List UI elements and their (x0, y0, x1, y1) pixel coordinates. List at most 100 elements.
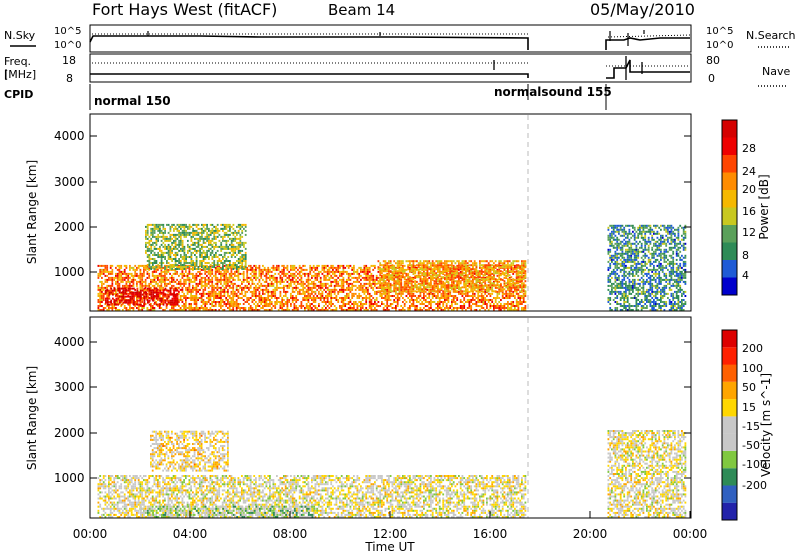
range-gate-cell (227, 303, 229, 305)
range-gate-cell (160, 260, 163, 262)
range-gate-cell (201, 251, 203, 254)
range-gate-cell (318, 286, 320, 289)
range-gate-cell (412, 264, 415, 267)
range-gate-cell (508, 307, 511, 309)
range-gate-cell (187, 231, 189, 234)
range-gate-cell (174, 247, 177, 250)
range-gate-cell (277, 309, 280, 311)
range-gate-cell (176, 286, 178, 289)
range-gate-cell (216, 249, 219, 252)
range-gate-cell (444, 268, 446, 271)
range-gate-cell (423, 284, 425, 287)
range-gate-cell (319, 292, 322, 295)
range-gate-cell (137, 274, 140, 277)
range-gate-cell (255, 288, 257, 291)
range-gate-cell (187, 243, 189, 246)
range-gate-cell (302, 284, 305, 287)
range-gate-cell (143, 303, 146, 306)
range-gate-cell (403, 268, 406, 271)
range-gate-cell (431, 295, 434, 297)
range-gate-cell (148, 264, 151, 266)
range-gate-cell (500, 264, 502, 267)
range-gate-cell (180, 235, 182, 238)
range-gate-cell (386, 270, 389, 273)
range-gate-cell (97, 286, 100, 289)
range-gate-cell (500, 282, 502, 285)
range-gate-cell (237, 278, 240, 281)
freq-label-1: Freq. (4, 55, 31, 68)
range-gate-cell (176, 229, 179, 232)
range-gate-cell (179, 280, 182, 283)
range-gate-cell (161, 297, 163, 300)
range-gate-cell (120, 266, 123, 269)
range-gate-cell (276, 278, 278, 281)
range-gate-cell (479, 288, 481, 291)
range-gate-cell (192, 276, 194, 279)
range-gate-cell (484, 288, 487, 291)
range-gate-cell (384, 299, 387, 301)
range-gate-cell (356, 268, 359, 271)
range-gate-cell (141, 305, 144, 307)
range-gate-cell (435, 260, 438, 263)
range-gate-cell (218, 290, 221, 293)
range-gate-cell (181, 229, 184, 232)
range-gate-cell (288, 282, 291, 285)
range-gate-cell (409, 262, 411, 265)
range-gate-cell (237, 225, 240, 228)
range-gate-cell (486, 307, 488, 309)
range-gate-cell (136, 307, 138, 309)
range-gate-cell (243, 245, 245, 248)
range-gate-cell (465, 292, 467, 295)
range-gate-cell (391, 295, 394, 297)
range-gate-cell (211, 292, 214, 295)
range-gate-cell (237, 249, 240, 252)
range-gate-cell (220, 282, 222, 285)
range-gate-cell (444, 274, 446, 277)
range-gate-cell (167, 266, 170, 268)
range-gate-cell (272, 284, 275, 287)
range-gate-cell (232, 247, 235, 250)
range-gate-cell (232, 268, 235, 270)
range-gate-cell (265, 268, 268, 271)
range-gate-cell (117, 297, 119, 300)
range-gate-cell (438, 264, 441, 267)
nsearch-tick-top: 10^5 (706, 26, 733, 37)
nsky-tick-top: 10^5 (54, 26, 81, 37)
range-gate-cell (293, 286, 296, 289)
range-gate-cell (521, 297, 523, 299)
range-gate-cell (379, 270, 382, 273)
range-gate-cell (116, 268, 119, 271)
range-gate-cell (164, 237, 166, 240)
range-gate-cell (192, 307, 194, 309)
range-gate-cell (197, 249, 200, 252)
range-gate-cell (340, 309, 343, 311)
range-gate-cell (403, 286, 406, 289)
range-gate-cell (344, 309, 347, 311)
range-gate-cell (218, 272, 221, 275)
range-gate-cell (213, 288, 215, 291)
range-gate-cell (208, 233, 210, 236)
range-gate-cell (430, 278, 432, 281)
range-gate-cell (183, 272, 185, 275)
range-gate-cell (215, 251, 217, 254)
range-gate-cell (97, 284, 100, 287)
range-gate-cell (146, 223, 149, 226)
range-gate-cell (195, 299, 198, 301)
range-gate-cell (162, 233, 165, 236)
range-gate-cell (246, 276, 249, 279)
range-gate-cell (208, 262, 210, 264)
range-gate-cell (152, 262, 154, 264)
range-gate-cell (510, 301, 513, 303)
range-gate-cell (108, 305, 110, 307)
range-gate-cell (461, 276, 464, 279)
range-gate-cell (396, 303, 399, 305)
range-gate-cell (220, 249, 223, 252)
range-gate-cell (174, 270, 177, 273)
range-gate-cell (166, 247, 168, 250)
range-gate-cell (416, 297, 418, 299)
range-gate-cell (118, 266, 121, 269)
range-gate-cell (148, 241, 151, 244)
range-gate-cell (424, 295, 427, 297)
range-gate-cell (104, 270, 107, 273)
range-gate-cell (279, 276, 282, 279)
